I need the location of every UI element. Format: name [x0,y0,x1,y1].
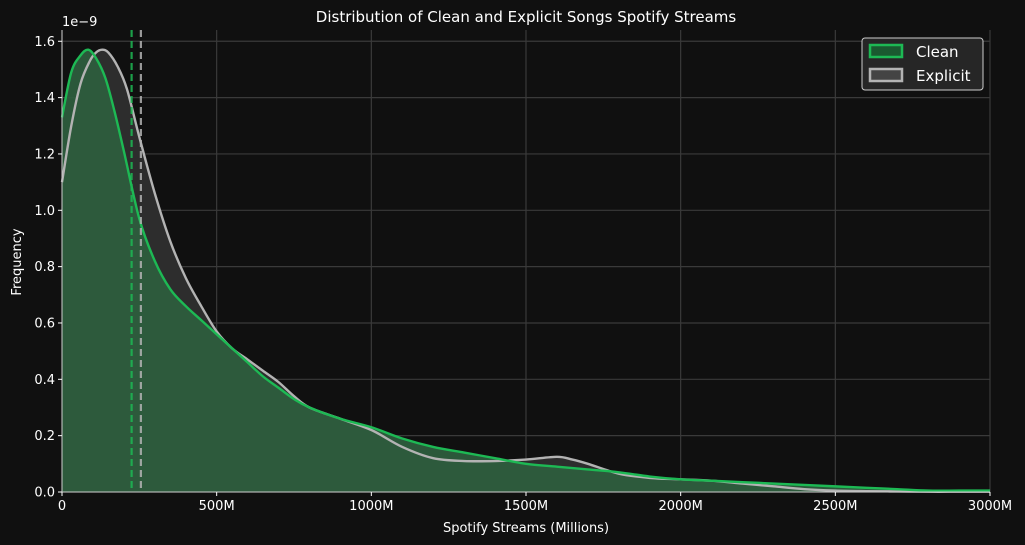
x-tick-label-5: 2500M [813,499,857,514]
y-tick-label-4: 0.8 [34,260,55,275]
y-tick-label-2: 0.4 [34,373,55,388]
mean-lines [130,30,142,492]
chart-title: Distribution of Clean and Explicit Songs… [316,8,737,26]
y-tick-label-7: 1.4 [34,91,55,106]
legend-label-clean: Clean [916,43,959,61]
line-clean [60,48,990,492]
legend: Clean Explicit [861,37,984,91]
x-tick-label-1: 500M [199,499,235,514]
x-tick-label-3: 1500M [504,499,548,514]
legend-swatch-clean [868,43,904,59]
x-tick-label-4: 2000M [659,499,703,514]
x-tick-label-2: 1000M [349,499,393,514]
x-tick-label-6: 3000M [968,499,1012,514]
density-areas [60,48,990,493]
y-tick-label-3: 0.6 [34,316,55,331]
x-axis-label: Spotify Streams (Millions) [443,521,609,536]
legend-swatch-explicit [868,67,904,83]
y-offset-label: 1e−9 [62,15,97,30]
x-ticks: 0 500M 1000M 1500M 2000M 2500M 3000M [58,492,1012,514]
legend-label-explicit: Explicit [916,67,971,85]
area-clean [62,49,990,493]
y-tick-label-5: 1.0 [34,204,55,219]
y-tick-label-8: 1.6 [34,35,55,50]
y-tick-label-1: 0.2 [34,429,55,444]
y-tick-label-0: 0.0 [34,486,55,501]
y-ticks: 0.0 0.2 0.4 0.6 0.8 1.0 1.2 1.4 1.6 [34,35,62,501]
y-axis-label: Frequency [10,228,25,295]
x-tick-label-0: 0 [58,499,66,514]
y-tick-label-6: 1.2 [34,147,55,162]
